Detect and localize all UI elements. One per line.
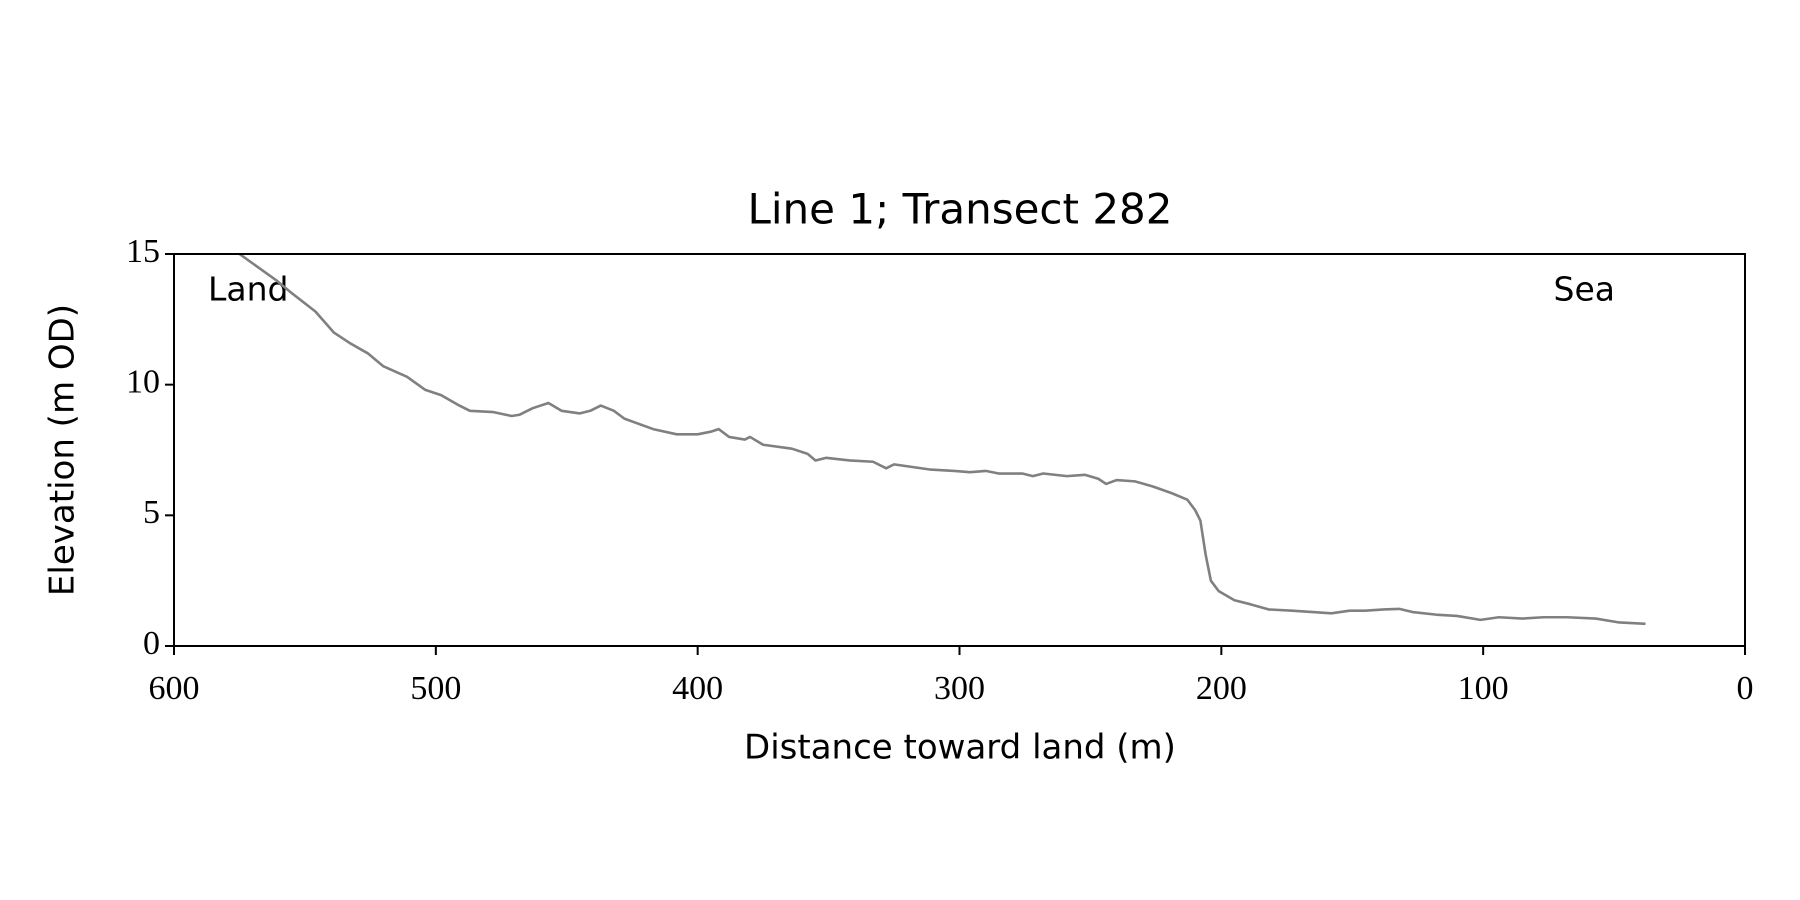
annotation: Sea <box>1554 270 1615 309</box>
y-tick-label: 15 <box>126 233 160 270</box>
x-tick-label: 200 <box>1196 670 1247 707</box>
y-tick-label: 5 <box>143 494 160 531</box>
y-axis-label: Elevation (m OD) <box>43 304 83 596</box>
chart-title: Line 1; Transect 282 <box>747 185 1172 234</box>
x-tick-label: 0 <box>1737 670 1754 707</box>
y-tick-label: 0 <box>143 625 160 662</box>
annotation: Land <box>208 270 288 309</box>
x-tick-label: 400 <box>672 670 723 707</box>
x-tick-label: 500 <box>410 670 461 707</box>
line <box>238 252 1646 626</box>
x-tick-label: 600 <box>149 670 200 707</box>
x-axis-label: Distance toward land (m) <box>744 728 1176 768</box>
x-tick-label: 100 <box>1458 670 1509 707</box>
y-tick-label: 10 <box>126 363 160 400</box>
plot-frame <box>173 253 1746 647</box>
x-tick-label: 300 <box>934 670 985 707</box>
